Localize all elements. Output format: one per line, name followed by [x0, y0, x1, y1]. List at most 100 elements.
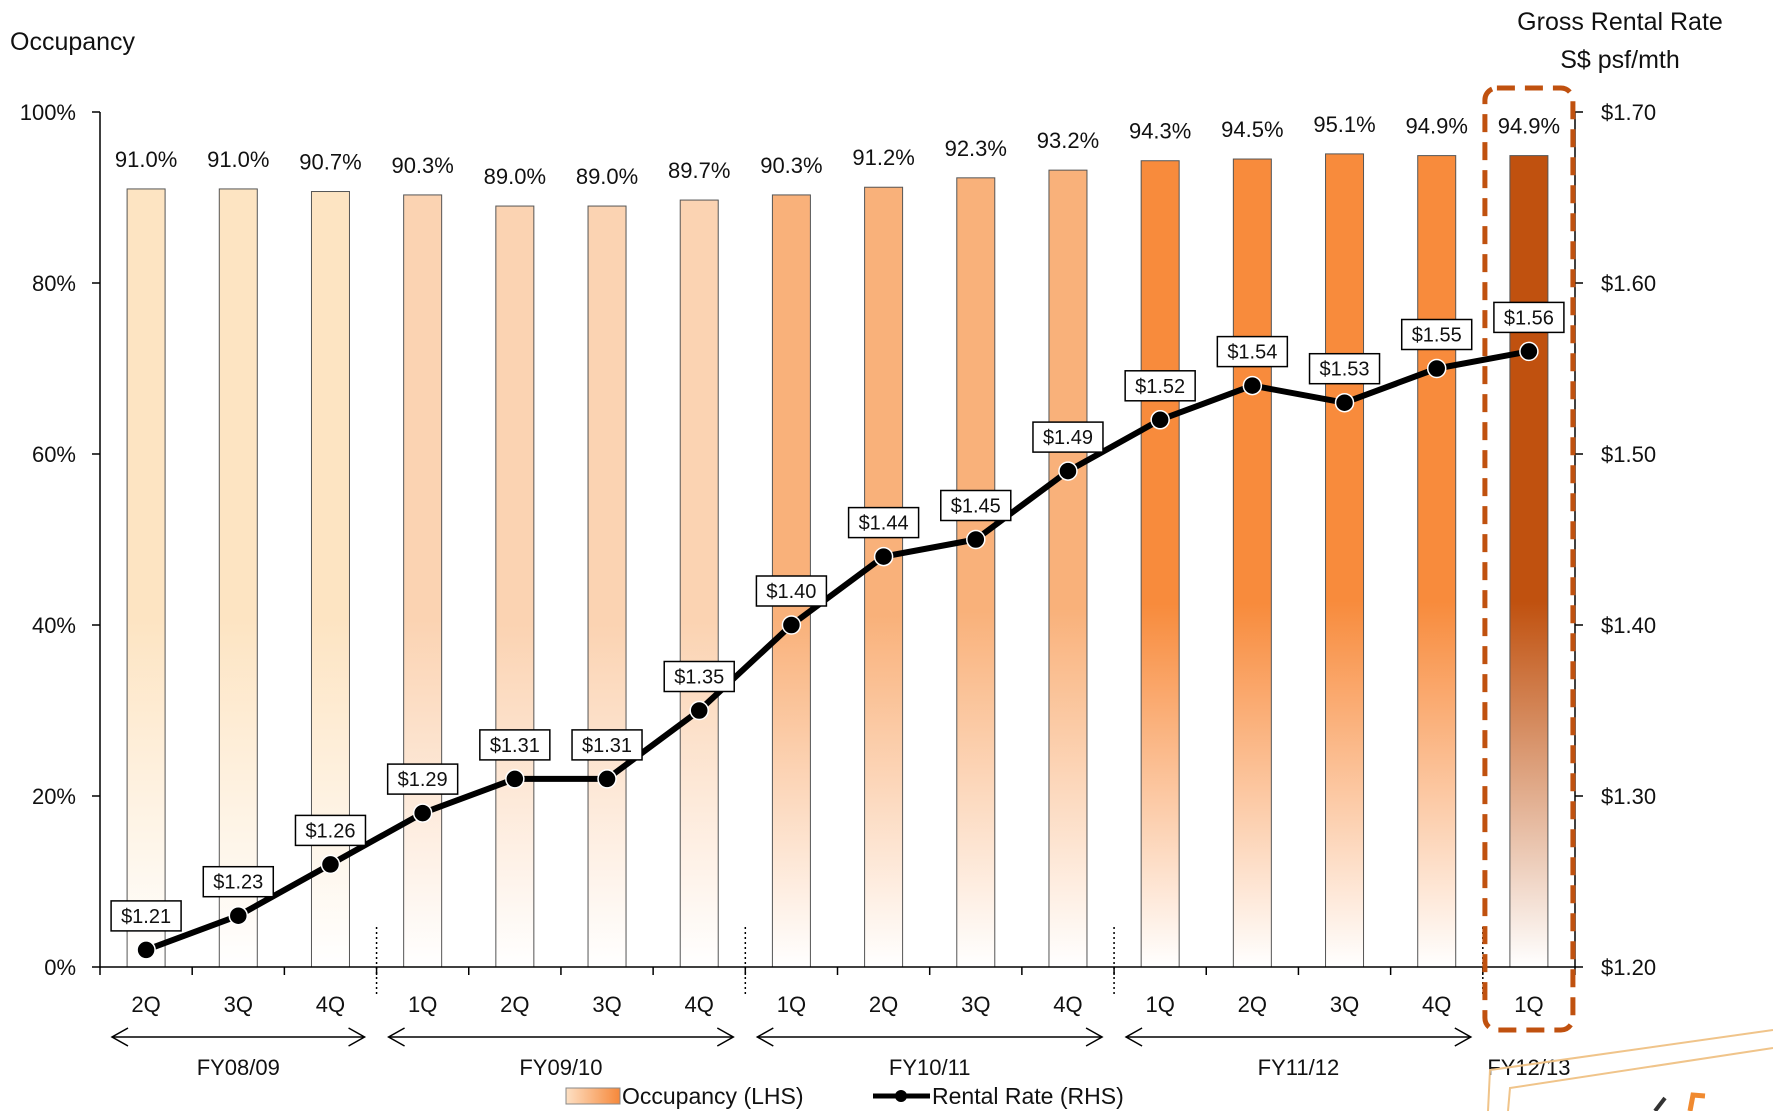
rental-rate-marker [873, 546, 894, 567]
rental-rate-labels: $1.21 $1.23 $1.26 $1.29 $1.31 $1.31 $1.35 $1.40… [110, 301, 1565, 932]
occupancy-bars [126, 153, 1549, 968]
left-tick-label: 100% [20, 100, 76, 125]
rental-rate-label-box [1400, 318, 1473, 351]
right-tick-label: $1.60 [1601, 271, 1656, 296]
occupancy-value-label: 89.7% [668, 158, 730, 183]
occupancy-value-label: 90.7% [299, 150, 361, 175]
category-label: 2Q [131, 992, 160, 1017]
occupancy-bar [1509, 155, 1549, 968]
occupancy-bar [403, 194, 443, 968]
left-tick-label: 20% [32, 784, 76, 809]
occupancy-bar [310, 191, 350, 968]
rental-rate-label-box [110, 900, 182, 932]
occupancy-labels: 91.0% 91.0% 90.7% 90.3% 89.0% 89.0% 89.7% 90.3%… [115, 112, 1560, 189]
occupancy-value-label: 91.0% [207, 147, 269, 172]
right-axis-title-line1: Gross Rental Rate [1517, 8, 1723, 36]
rental-rate-marker [1334, 392, 1355, 413]
rental-rate-value-label: $1.55 [1412, 325, 1462, 347]
occupancy-bar [956, 177, 996, 968]
legend-rental-label: Rental Rate (RHS) [932, 1083, 1124, 1109]
rental-rate-value-label: $1.35 [674, 667, 724, 689]
rental-rate-marker [412, 803, 433, 823]
rental-rate-marker [1242, 375, 1263, 396]
rental-rate-marker [1426, 358, 1447, 379]
rental-rate-polyline [145, 348, 1530, 953]
rental-rate-value-label: $1.49 [1043, 427, 1093, 449]
occupancy-value-label: 89.0% [576, 164, 638, 189]
rental-rate-value-label: $1.31 [582, 735, 632, 757]
rental-rate-label-box [294, 814, 367, 847]
category-label: 4Q [316, 992, 345, 1017]
category-label: 1Q [1514, 992, 1543, 1017]
occupancy-bar [1140, 160, 1180, 968]
right-tick-label: $1.50 [1601, 442, 1656, 467]
occupancy-bar [1325, 153, 1365, 968]
rental-rate-value-label: $1.21 [121, 906, 171, 928]
category-label: 3Q [1330, 992, 1359, 1017]
occupancy-value-label: 94.9% [1498, 114, 1560, 139]
right-tick-label: $1.30 [1601, 784, 1656, 809]
right-tick-label: $1.40 [1601, 613, 1656, 638]
left-tick-label: 40% [32, 613, 76, 638]
right-tick-label: $1.20 [1601, 955, 1656, 980]
rental-rate-label-box [1124, 370, 1196, 402]
rental-rate-value-label: $1.54 [1227, 342, 1277, 364]
rental-rate-label-box [202, 865, 275, 898]
occupancy-value-label: 94.5% [1221, 117, 1283, 142]
fiscal-year-arrowhead-left [110, 1027, 129, 1047]
occupancy-bar [679, 199, 719, 968]
occupancy-bar [126, 188, 166, 968]
left-tick-label: 0% [44, 955, 76, 980]
highlight-box [1482, 85, 1576, 1033]
right-axis-title-line2: S$ psf/mth [1560, 46, 1680, 74]
rental-rate-value-label: $1.52 [1135, 376, 1185, 398]
rental-rate-marker [320, 854, 341, 875]
category-label: 3Q [592, 992, 621, 1017]
category-label: 4Q [685, 992, 714, 1017]
occupancy-bar [864, 186, 904, 968]
fiscal-year-label: FY12/13 [1487, 1055, 1570, 1080]
fiscal-year-arrowhead-left [387, 1027, 405, 1047]
rental-rate-value-label: $1.23 [213, 872, 263, 894]
category-label: 3Q [224, 992, 253, 1017]
rental-rate-label-box [386, 763, 459, 795]
category-label: 2Q [869, 992, 898, 1017]
category-label: 1Q [777, 992, 806, 1017]
fiscal-year-arrowhead-right [1454, 1027, 1473, 1047]
rental-rate-label-box [479, 729, 551, 761]
rental-rate-marker [1150, 410, 1170, 430]
rental-rate-marker [1519, 341, 1539, 362]
fiscal-year-arrowhead-right [348, 1027, 367, 1047]
occupancy-bar [218, 188, 258, 968]
rental-rate-marker [1058, 461, 1078, 481]
occupancy-value-label: 94.9% [1406, 114, 1468, 139]
occupancy-value-label: 89.0% [484, 164, 546, 189]
category-label: 1Q [408, 992, 437, 1017]
category-label: 4Q [1053, 992, 1082, 1017]
occupancy-bar [1048, 169, 1088, 968]
occupancy-value-label: 90.3% [760, 153, 822, 178]
rental-rate-label-box [571, 729, 643, 761]
category-label: 3Q [961, 992, 990, 1017]
occupancy-value-label: 91.2% [852, 145, 914, 170]
rental-rate-marker [597, 769, 617, 789]
axes: 0% 20% 40% 60% 80% 100% $1.20 $1.30 $1.40 $1.50 $1… [20, 100, 1656, 1017]
rental-rate-label-box [847, 506, 920, 539]
occupancy-bar [1417, 155, 1457, 968]
occupancy-value-label: 90.3% [391, 153, 453, 178]
category-label: 1Q [1145, 992, 1174, 1017]
fiscal-year-arrowhead-left [1124, 1027, 1143, 1047]
rental-rate-label-box [1308, 352, 1381, 385]
rental-rate-label-box [755, 575, 828, 607]
occupancy-value-label: 92.3% [945, 136, 1007, 161]
rental-rate-value-label: $1.29 [398, 769, 448, 791]
occupancy-bar [587, 205, 627, 968]
fiscal-year-label: FY10/11 [889, 1055, 971, 1080]
fiscal-year-label: FY09/10 [519, 1055, 602, 1080]
rental-rate-value-label: $1.31 [490, 735, 540, 757]
occupancy-bar [495, 205, 535, 968]
rental-rate-marker [781, 615, 802, 635]
occupancy-value-label: 93.2% [1037, 128, 1099, 153]
rental-rate-value-label: $1.40 [766, 581, 816, 603]
category-label: 2Q [500, 992, 529, 1017]
